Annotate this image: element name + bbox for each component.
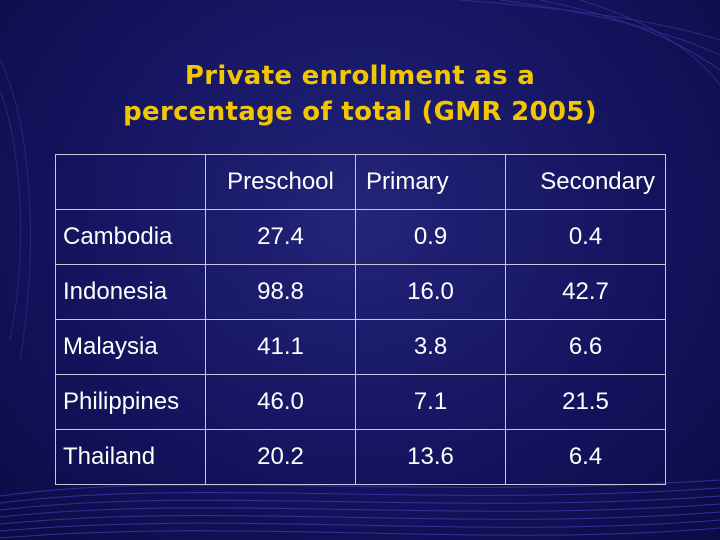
title-line-1: Private enrollment as a <box>184 61 536 91</box>
header-cell-primary: Primary <box>355 154 506 210</box>
cell-preschool: 98.8 <box>205 264 356 320</box>
cell-primary: 7.1 <box>355 374 506 430</box>
top-right-corner-lines <box>459 0 720 86</box>
cell-primary: 16.0 <box>355 264 506 320</box>
left-edge-lines <box>0 59 31 361</box>
table-row: Indonesia 98.8 16.0 42.7 <box>55 264 666 320</box>
row-label: Malaysia <box>55 319 206 375</box>
cell-secondary: 42.7 <box>505 264 666 320</box>
cell-preschool: 20.2 <box>205 429 356 485</box>
cell-preschool: 41.1 <box>205 319 356 375</box>
header-cell-preschool: Preschool <box>205 154 356 210</box>
cell-secondary: 6.6 <box>505 319 666 375</box>
table-row: Cambodia 27.4 0.9 0.4 <box>55 209 666 265</box>
header-cell-secondary: Secondary <box>505 154 666 210</box>
cell-primary: 13.6 <box>355 429 506 485</box>
row-label: Cambodia <box>55 209 206 265</box>
slide-title: Private enrollment as a percentage of to… <box>40 58 680 130</box>
row-label: Thailand <box>55 429 206 485</box>
table-row: Philippines 46.0 7.1 21.5 <box>55 374 666 430</box>
table-row: Malaysia 41.1 3.8 6.6 <box>55 319 666 375</box>
cell-secondary: 0.4 <box>505 209 666 265</box>
cell-primary: 0.9 <box>355 209 506 265</box>
cell-secondary: 21.5 <box>505 374 666 430</box>
table-row: Thailand 20.2 13.6 6.4 <box>55 429 666 485</box>
bottom-wave-lines <box>0 479 720 539</box>
cell-preschool: 46.0 <box>205 374 356 430</box>
cell-primary: 3.8 <box>355 319 506 375</box>
header-cell-empty <box>55 154 206 210</box>
enrollment-table: Preschool Primary Secondary Cambodia 27.… <box>55 154 666 485</box>
row-label: Philippines <box>55 374 206 430</box>
cell-preschool: 27.4 <box>205 209 356 265</box>
title-line-2: percentage of total (GMR 2005) <box>123 97 597 127</box>
row-label: Indonesia <box>55 264 206 320</box>
cell-secondary: 6.4 <box>505 429 666 485</box>
table-header-row: Preschool Primary Secondary <box>55 154 666 210</box>
